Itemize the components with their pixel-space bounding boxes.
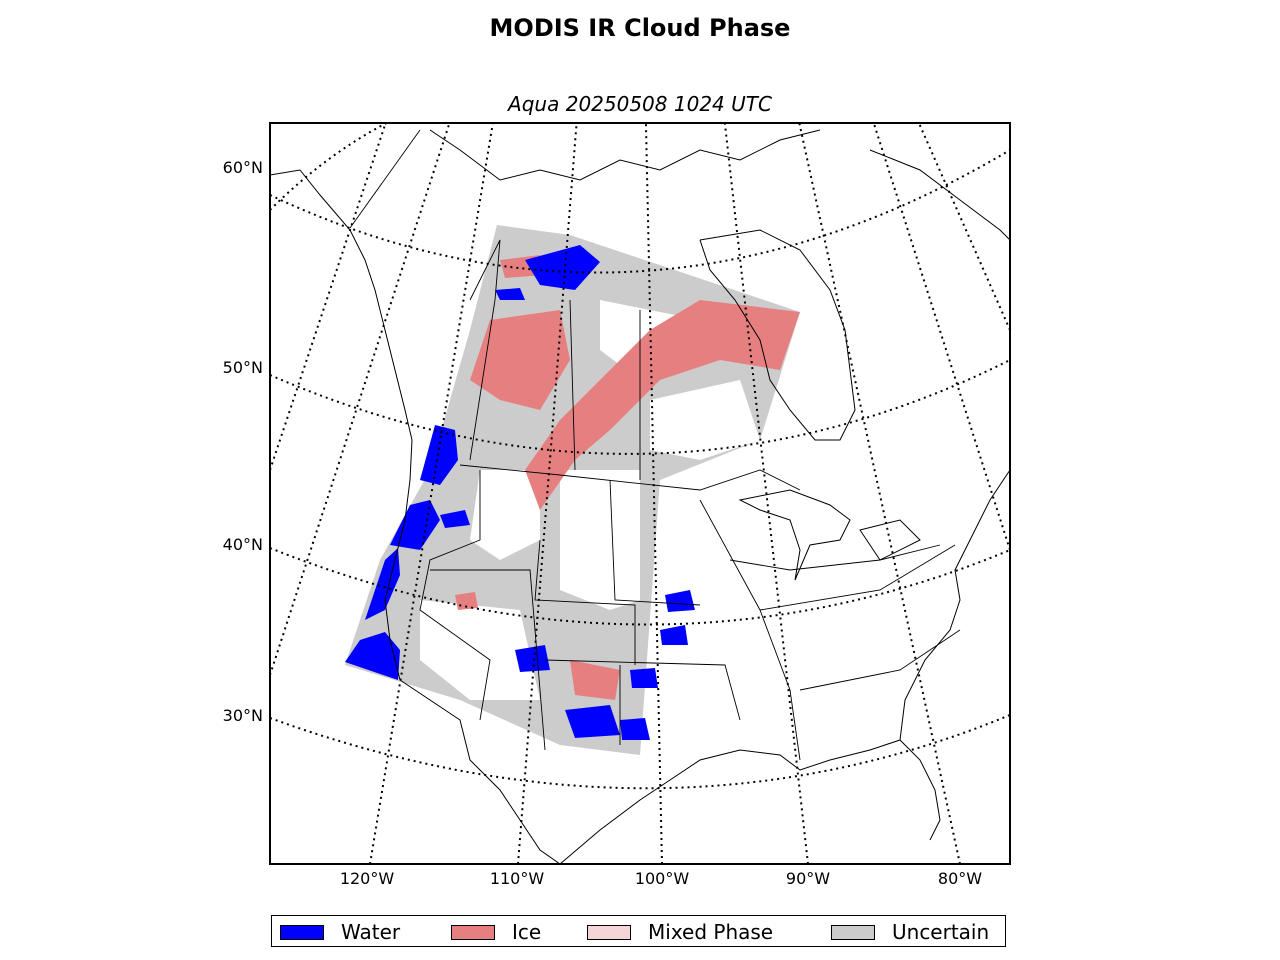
legend-swatch [587,924,631,940]
meridian-60W [872,123,1010,551]
coastline [270,129,1010,864]
water-region [345,632,400,680]
parallel-30N [270,714,1010,790]
water-region [525,245,600,290]
water-region [665,590,695,612]
water-region [495,288,525,300]
legend-item-ice: Ice [451,916,541,948]
clear-area [560,470,640,610]
legend-label: Mixed Phase [648,920,774,944]
legend-item-water: Water [280,916,400,948]
political-boundaries [349,129,961,761]
chart-subtitle: Aqua 20250508 1024 UTC [508,92,772,116]
longitude-label: 120°W [339,869,395,888]
legend-item-mixed-phase: Mixed Phase [587,916,773,948]
meridian-110W [369,123,494,864]
longitude-label: 100°W [634,869,690,888]
parallel-60N [270,149,1010,274]
water-region [565,705,620,738]
latitude-label: 50°N [222,358,263,377]
ice-region [570,660,620,700]
water-region [630,668,658,688]
ice-region [525,300,800,510]
longitude-label: 90°W [785,869,831,888]
meridian-130W [270,123,387,471]
meridian-100W [517,123,578,864]
clear-area [420,600,540,700]
legend-label: Water [341,920,401,944]
water-region [420,425,458,485]
latitude-label: 30°N [222,706,263,725]
water-region [390,500,440,550]
ice-region [470,310,570,410]
legend-swatch [831,924,875,940]
legend-label: Ice [512,920,542,944]
parallel-70N [270,123,389,211]
map-frame [269,122,1011,865]
meridian-50W [917,123,1010,331]
longitude-label: 80°W [937,869,983,888]
water-region [660,625,688,645]
water-region [440,510,470,528]
legend-swatch [451,924,495,940]
legend-swatch [280,924,324,940]
legend: Water Ice Mixed Phase Uncertain [271,915,1006,947]
parallel-40N [270,547,1010,626]
legend-item-uncertain: Uncertain [831,916,989,948]
water-region [515,645,550,672]
meridian-70W [798,123,961,864]
chart-title: MODIS IR Cloud Phase [489,14,791,42]
latitude-label: 60°N [222,158,263,177]
water-region [365,548,400,620]
latitude-label: 40°N [222,535,263,554]
longitude-label: 110°W [489,869,545,888]
legend-label: Uncertain [892,920,990,944]
clear-area [650,380,760,460]
parallel-50N [270,359,1010,455]
water-region [620,718,650,740]
clear-area [470,470,540,560]
